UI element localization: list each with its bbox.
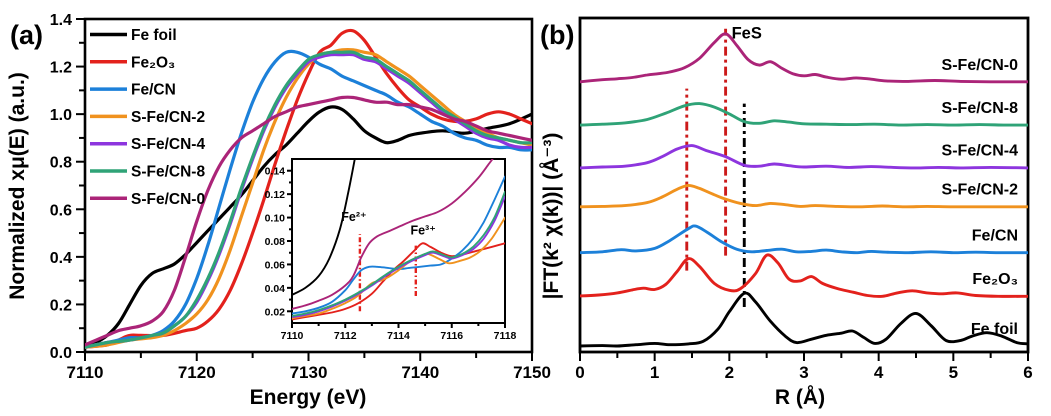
curve-fe-o — [580, 253, 1028, 298]
x-tick-label: 5 — [949, 363, 958, 382]
panel-a: (a) 7110 7120 7130 7140 7150 0.0 0.2 0.4 0.6 0.8 1… — [6, 12, 551, 409]
curve-fe-cn — [580, 224, 1028, 255]
inset-y-tick-label: 0.02 — [265, 306, 286, 318]
inset-annotation-fe: Fe²⁺ — [341, 210, 366, 224]
x-tick-label: 7120 — [178, 363, 216, 382]
curve-label-fe-foil: Fe foil — [971, 321, 1018, 338]
curve-label-s-fe-cn-4: S-Fe/CN-4 — [942, 143, 1019, 160]
inset-y-tick-label: 0.12 — [265, 189, 286, 201]
curve-s-fe-cn-4 — [580, 144, 1028, 170]
curve-label-s-fe-cn-2: S-Fe/CN-2 — [942, 182, 1019, 199]
panel-a-curves — [85, 28, 532, 349]
annotation-fes: FeS — [732, 25, 762, 43]
panel-b-axes: 0 1 2 3 4 5 6 — [575, 16, 1033, 382]
x-tick-label: 6 — [1023, 363, 1032, 382]
inset-curve-fe-cn — [292, 175, 505, 315]
panel-b-reference-lines — [685, 28, 746, 308]
panel-a-legend: Fe foil Fe₂O₃ Fe/CN S-Fe/CN-2 S-Fe/CN-4 S-Fe/… — [90, 27, 205, 208]
inset-annotation-fe: Fe³⁺ — [410, 224, 435, 238]
x-tick-label: 7150 — [513, 363, 551, 382]
inset-curve-fe-foil — [292, 159, 356, 296]
inset-x-tick-label: 7110 — [281, 330, 304, 342]
legend-label-s-fe-cn-8: S-Fe/CN-8 — [131, 164, 205, 181]
y-tick-label: 0.4 — [50, 250, 72, 267]
y-tick-label: 0.8 — [50, 155, 72, 172]
y-tick-label: 0.6 — [50, 202, 72, 219]
y-tick-label: 0.2 — [50, 297, 72, 314]
legend-label-s-fe-cn-4: S-Fe/CN-4 — [131, 136, 205, 153]
inset-x-tick-label: 7114 — [387, 330, 410, 342]
panel-a-axes: 7110 7120 7130 7140 7150 0.0 0.2 0.4 0.6 0.8 1.0 1.… — [50, 12, 551, 382]
panel-a-inset: 7110 7112 7114 7116 7118 0.02 0.04 0.06 0.08 0.10… — [265, 158, 517, 342]
inset-curves — [292, 159, 505, 321]
curve-label-fe-o: Fe₂O₃ — [972, 271, 1018, 288]
inset-x-tick-label: 7118 — [494, 330, 517, 342]
legend-label-fe-o: Fe₂O₃ — [131, 54, 175, 71]
panel-a-letter: (a) — [10, 20, 43, 50]
curve-s-fe-cn-0 — [580, 32, 1028, 84]
panel-b-letter: (b) — [540, 20, 574, 50]
x-tick-label: 7110 — [67, 363, 104, 382]
y-tick-label: 0.0 — [50, 345, 72, 362]
inset-curve-s-fe-cn-4 — [292, 195, 505, 319]
curve-label-s-fe-cn-8: S-Fe/CN-8 — [942, 100, 1019, 117]
inset-x-tick-label: 7112 — [334, 330, 357, 342]
inset-x-tick-label: 7116 — [440, 330, 463, 342]
legend-label-s-fe-cn-0: S-Fe/CN-0 — [131, 191, 205, 208]
panel-b: (b) 0 1 2 3 4 5 6 Fe foil Fe₂O₃ Fe/CN S-Fe/CN-2 S-… — [539, 16, 1033, 409]
inset-curve-s-fe-cn-0 — [292, 159, 494, 310]
x-tick-label: 7140 — [401, 363, 439, 382]
legend-label-s-fe-cn-2: S-Fe/CN-2 — [131, 109, 205, 126]
inset-y-tick-label: 0.04 — [265, 283, 286, 295]
y-tick-label: 1.0 — [50, 107, 72, 124]
x-tick-label: 1 — [650, 363, 659, 382]
panel-a-xaxis-title: Energy (eV) — [250, 386, 367, 409]
y-tick-label: 1.4 — [50, 12, 72, 29]
x-tick-label: 3 — [799, 363, 808, 382]
x-tick-label: 0 — [575, 363, 584, 382]
curve-fe-foil — [580, 291, 1028, 348]
x-tick-label: 4 — [874, 363, 884, 382]
inset-y-tick-label: 0.08 — [265, 236, 286, 248]
panel-a-yaxis-title: Normalized xμ(E) (a.u.) — [6, 72, 29, 300]
curve-s-fe-cn-0 — [85, 95, 532, 347]
panel-b-xaxis-title: R (Å) — [775, 385, 825, 409]
inset-curve-s-fe-cn-2 — [292, 216, 505, 320]
inset-y-tick-label: 0.14 — [265, 166, 286, 178]
curve-label-fe-cn: Fe/CN — [972, 228, 1018, 245]
curve-label-s-fe-cn-0: S-Fe/CN-0 — [942, 57, 1019, 74]
panel-b-curve-labels: Fe foil Fe₂O₃ Fe/CN S-Fe/CN-2 S-Fe/CN-4 S-Fe/… — [732, 25, 1019, 338]
panel-b-curves — [580, 32, 1028, 348]
inset-curve-s-fe-cn-8 — [292, 190, 505, 317]
inset-y-tick-label: 0.10 — [265, 213, 286, 225]
curve-s-fe-cn-8 — [580, 102, 1028, 127]
curve-s-fe-cn-8 — [85, 50, 532, 349]
x-tick-label: 7130 — [290, 363, 328, 382]
curve-s-fe-cn-2 — [580, 183, 1028, 209]
legend-label-fe-cn: Fe/CN — [131, 82, 176, 99]
y-tick-label: 1.2 — [50, 60, 72, 77]
panel-b-yaxis-title: |FT(k² χ(k))| (Å⁻³) — [539, 133, 563, 300]
inset-y-tick-label: 0.06 — [265, 259, 286, 271]
x-tick-label: 2 — [725, 363, 734, 382]
legend-label-fe-foil: Fe foil — [131, 27, 177, 44]
